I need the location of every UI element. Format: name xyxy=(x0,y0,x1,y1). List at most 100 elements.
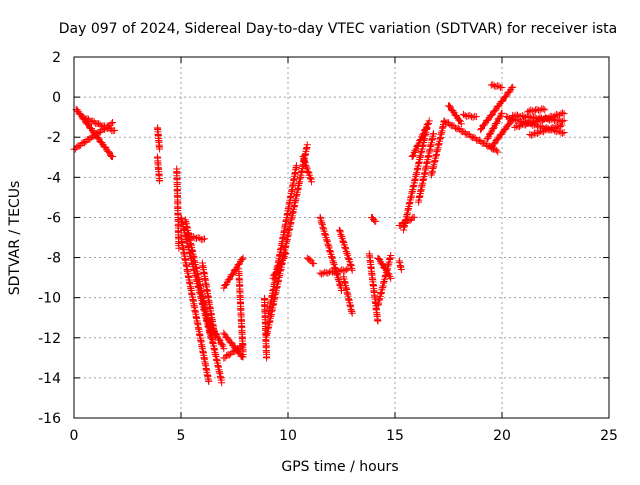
data-point xyxy=(492,119,500,127)
data-point xyxy=(560,129,568,137)
data-point xyxy=(330,268,338,276)
series-arc-m4 xyxy=(526,121,566,139)
y-tick-label: -2 xyxy=(47,130,61,146)
series-arc-h1 xyxy=(365,250,382,325)
y-tick-label: -10 xyxy=(38,291,61,307)
data-point xyxy=(73,106,81,114)
data-point xyxy=(301,157,309,165)
data-point xyxy=(489,125,497,132)
data-point xyxy=(310,260,318,268)
series-arc-b2 xyxy=(153,153,164,185)
data-point xyxy=(528,119,536,127)
data-point xyxy=(96,121,104,129)
series-arc-k1 xyxy=(440,117,502,156)
data-points-layer xyxy=(70,81,568,387)
data-point xyxy=(338,286,345,294)
data-point xyxy=(558,129,566,137)
data-point xyxy=(375,255,383,263)
data-point xyxy=(374,317,382,325)
data-point xyxy=(552,117,560,125)
data-point xyxy=(378,260,386,268)
series-arc-e2 xyxy=(235,265,247,358)
data-point xyxy=(263,354,271,362)
y-tick-label: -8 xyxy=(47,251,61,267)
data-point xyxy=(409,152,417,160)
data-point xyxy=(95,119,103,127)
data-point xyxy=(509,83,517,91)
data-point xyxy=(491,107,499,115)
data-point xyxy=(80,114,88,122)
series-arc-k2 xyxy=(445,102,465,128)
data-point xyxy=(445,102,453,110)
data-point xyxy=(545,114,553,122)
data-point xyxy=(280,254,288,262)
data-point xyxy=(348,266,356,274)
data-point xyxy=(111,126,119,134)
data-point xyxy=(495,82,503,90)
data-point xyxy=(205,377,213,385)
chart-title: Day 097 of 2024, Sidereal Day-to-day VTE… xyxy=(59,21,617,37)
x-tick-label: 20 xyxy=(493,428,511,444)
data-point xyxy=(416,136,424,144)
series-arc-a2 xyxy=(72,106,117,161)
data-point xyxy=(531,117,539,125)
data-point xyxy=(424,120,432,128)
data-point xyxy=(535,115,543,123)
data-point xyxy=(490,140,498,148)
data-point xyxy=(484,135,492,143)
series-arc-m3 xyxy=(511,109,568,132)
series-arc-c4 xyxy=(181,231,209,244)
data-point xyxy=(494,148,502,156)
data-point xyxy=(541,106,549,114)
data-point xyxy=(215,335,223,343)
data-point xyxy=(94,134,102,142)
data-point xyxy=(469,113,477,121)
series-arc-i0 xyxy=(395,257,405,273)
x-axis-label: GPS time / hours xyxy=(281,459,398,475)
data-point xyxy=(502,93,510,101)
data-point xyxy=(274,265,282,273)
data-point xyxy=(559,109,567,117)
data-point xyxy=(466,111,474,119)
data-point xyxy=(109,153,117,161)
data-point xyxy=(423,121,431,129)
data-point xyxy=(530,107,538,115)
data-point xyxy=(472,113,480,121)
data-point xyxy=(303,163,311,171)
data-point xyxy=(505,121,513,129)
data-point xyxy=(558,117,566,125)
y-tick-label: -6 xyxy=(47,210,61,226)
series-arc-k3 xyxy=(459,110,480,121)
data-point xyxy=(220,345,228,353)
data-point xyxy=(90,118,98,126)
data-point xyxy=(457,120,465,128)
data-point xyxy=(156,145,164,153)
data-point xyxy=(420,127,428,135)
y-tick-label: 2 xyxy=(52,50,61,66)
data-point xyxy=(281,250,289,258)
data-point xyxy=(539,105,547,113)
data-point xyxy=(239,350,247,358)
y-tick-label: -14 xyxy=(38,371,61,387)
data-point xyxy=(492,83,500,91)
series-arc-d1 xyxy=(203,315,228,353)
series-arc-g1 xyxy=(303,254,318,268)
series-arc-j1 xyxy=(415,130,438,206)
data-point xyxy=(348,309,356,317)
x-tick-label: 0 xyxy=(70,428,79,444)
data-point xyxy=(196,234,204,242)
data-point xyxy=(369,214,377,222)
data-point xyxy=(109,119,117,127)
series-arc-l2 xyxy=(487,81,506,92)
data-point xyxy=(273,266,281,274)
data-point xyxy=(534,117,542,125)
series-arc-c2 xyxy=(177,233,213,385)
data-point xyxy=(560,116,568,124)
data-point xyxy=(238,255,246,263)
data-point xyxy=(511,124,519,132)
x-tick-label: 5 xyxy=(177,428,186,444)
data-point xyxy=(98,139,106,147)
series-arc-l1 xyxy=(477,83,517,134)
